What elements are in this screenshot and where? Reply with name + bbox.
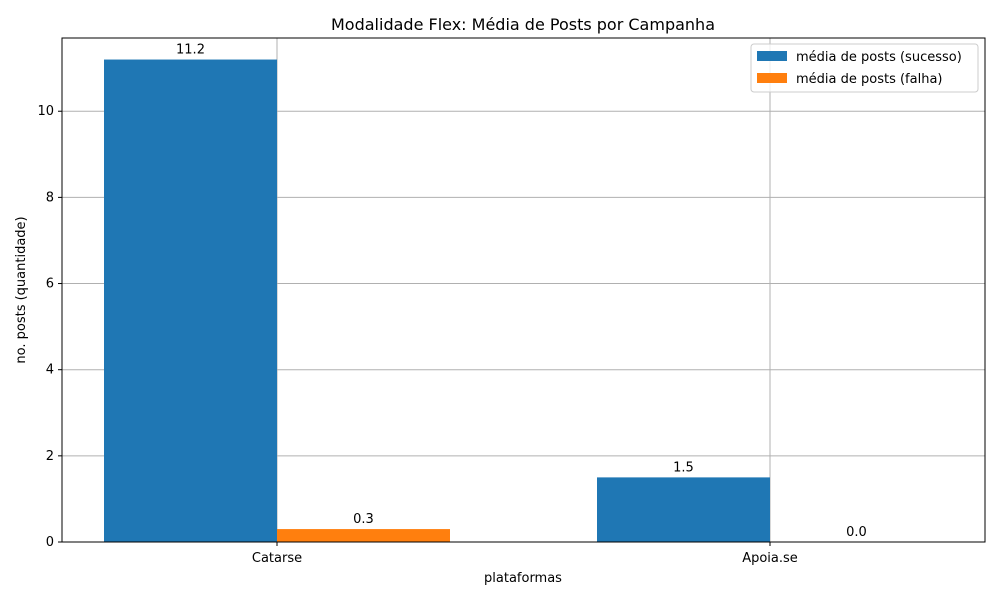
y-axis-title: no. posts (quantidade) <box>14 216 29 363</box>
bar-value-label: 1.5 <box>673 460 694 475</box>
legend-swatch-falha <box>757 73 787 83</box>
legend-box <box>750 43 979 93</box>
y-tick-label: 0 <box>46 535 54 550</box>
chart-title: Modalidade Flex: Média de Posts por Camp… <box>331 15 715 34</box>
y-tick-label: 4 <box>46 363 54 378</box>
x-axis-title: plataformas <box>484 571 562 586</box>
y-tick-label: 2 <box>46 449 54 464</box>
y-tick-label: 8 <box>46 190 54 205</box>
bar <box>277 529 450 542</box>
bar <box>597 477 770 542</box>
legend-label-falha: média de posts (falha) <box>796 72 943 87</box>
axes-layer: 0 2 4 6 8 10 Catarse Apoia.se <box>37 104 797 566</box>
bar <box>104 59 277 543</box>
bar-value-label: 0.0 <box>846 525 867 540</box>
y-tick-label: 6 <box>46 277 54 292</box>
data-labels-layer: 11.2 1.5 0.3 0.0 <box>176 43 867 540</box>
bars-layer <box>104 59 770 543</box>
y-tick-label: 10 <box>37 104 54 119</box>
legend-label-sucesso: média de posts (sucesso) <box>796 50 962 65</box>
bar-value-label: 11.2 <box>176 43 205 58</box>
legend: média de posts (sucesso) média de posts … <box>750 43 979 93</box>
plot-frame <box>61 37 986 543</box>
x-tick-label: Catarse <box>252 551 302 566</box>
bar-value-label: 0.3 <box>353 512 374 527</box>
x-tick-label: Apoia.se <box>742 551 798 566</box>
legend-swatch-sucesso <box>757 51 787 61</box>
